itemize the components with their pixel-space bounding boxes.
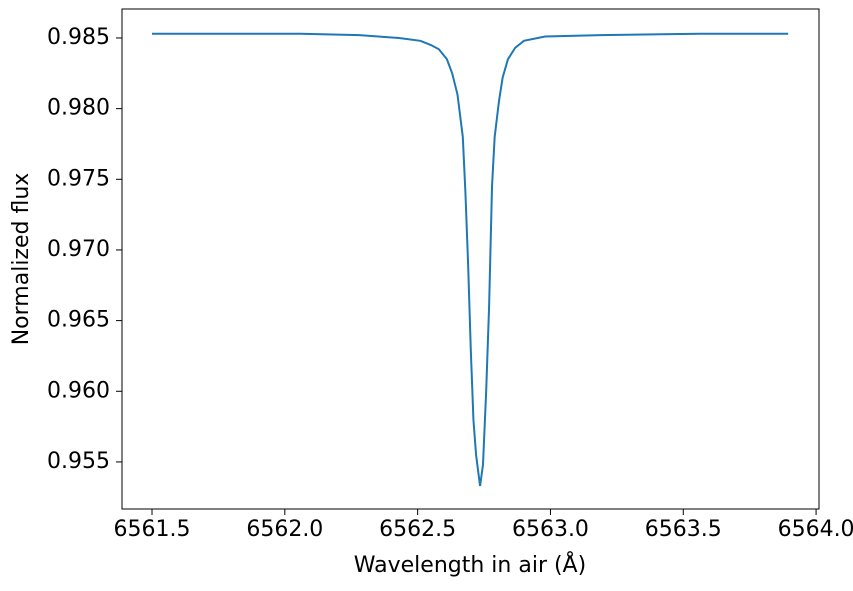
y-tick-label: 0.960	[47, 378, 110, 403]
x-tick-label: 6561.5	[114, 517, 191, 542]
x-tick-label: 6563.5	[645, 517, 722, 542]
x-tick-label: 6562.0	[246, 517, 323, 542]
y-tick-label: 0.980	[47, 96, 110, 121]
x-tick-label: 6564.0	[778, 517, 853, 542]
x-axis-label: Wavelength in air (Å)	[354, 551, 586, 578]
y-tick-label: 0.985	[47, 25, 110, 50]
x-tick-label: 6563.0	[512, 517, 589, 542]
y-tick-label: 0.975	[47, 166, 110, 191]
y-tick-label: 0.965	[47, 308, 110, 333]
y-axis-label: Normalized flux	[9, 173, 34, 346]
plot-frame	[121, 8, 820, 510]
y-tick-label: 0.955	[47, 449, 110, 474]
y-tick-label: 0.970	[47, 237, 110, 262]
data-line	[152, 32, 789, 487]
x-tick-label: 6562.5	[379, 517, 456, 542]
